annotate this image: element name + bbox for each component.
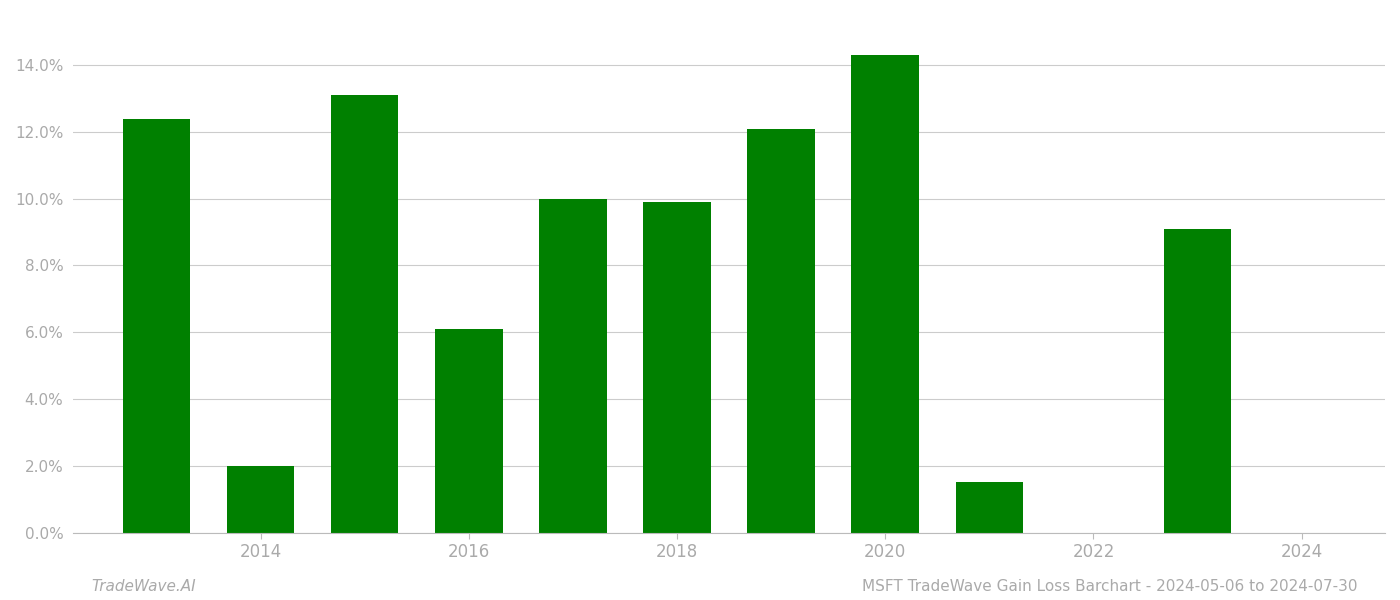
- Bar: [643, 202, 711, 533]
- Bar: [227, 466, 294, 533]
- Bar: [123, 119, 190, 533]
- Text: TradeWave.AI: TradeWave.AI: [91, 579, 196, 594]
- Bar: [851, 55, 918, 533]
- Bar: [956, 482, 1023, 533]
- Bar: [330, 95, 399, 533]
- Bar: [435, 329, 503, 533]
- Bar: [748, 128, 815, 533]
- Text: MSFT TradeWave Gain Loss Barchart - 2024-05-06 to 2024-07-30: MSFT TradeWave Gain Loss Barchart - 2024…: [862, 579, 1358, 594]
- Bar: [1163, 229, 1232, 533]
- Bar: [539, 199, 606, 533]
